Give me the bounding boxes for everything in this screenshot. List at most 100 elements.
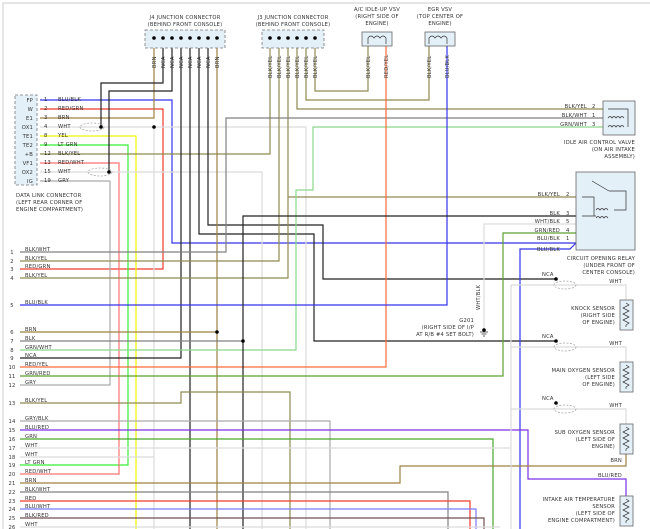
row-wire-label: RED xyxy=(25,496,36,502)
relay-pin-label: 5 xyxy=(566,219,570,225)
sensor-caption: OF ENGINE) xyxy=(582,382,615,388)
wire-blk-yel-ac xyxy=(314,46,369,92)
row-wire-label: GRN xyxy=(25,434,37,440)
wire-red-23 xyxy=(20,500,471,529)
dlc-wire-label: YEL xyxy=(57,133,68,139)
dlc-terminal-name: W xyxy=(28,107,33,113)
wire-yel xyxy=(40,135,137,529)
sensor-caption: ENGINE) xyxy=(592,444,615,450)
j4-location: (BEHIND FRONT CONSOLE) xyxy=(148,22,223,28)
row-wire-label: WHT xyxy=(25,443,38,449)
wires xyxy=(20,46,627,529)
splice-dot xyxy=(152,125,156,129)
row-number: 5 xyxy=(10,303,14,309)
dlc-wire-label: WHT xyxy=(58,169,71,175)
dlc-pin-number: 2 xyxy=(44,106,48,112)
vsv-pin-label: BLK/YEL xyxy=(427,56,433,78)
dlc-pin-number: 3 xyxy=(44,115,48,121)
iac-caption: ASSEMBLY) xyxy=(604,154,635,160)
vsv-pin-label: BLK/YEL xyxy=(366,56,372,78)
dlc-pin-number: 9 xyxy=(44,142,48,148)
sensor-caption: (LEFT SIDE OF xyxy=(576,437,615,443)
circuit-opening-relay xyxy=(575,171,636,251)
relay-pin-label: 2 xyxy=(566,192,570,198)
wire-nca-knock xyxy=(207,48,556,280)
splice-dot xyxy=(241,339,245,343)
row-number: 16 xyxy=(8,437,15,443)
relay-switch-icon xyxy=(582,180,627,219)
shield-icon xyxy=(553,342,577,352)
dlc-terminal-name: VF1 xyxy=(23,161,33,167)
wire-blk-wht-22 xyxy=(20,491,449,529)
row-number: 15 xyxy=(8,428,15,434)
row-wire-label: GRN/RED xyxy=(25,371,51,377)
row-number: 22 xyxy=(8,490,15,496)
row-wire-label: BLU/BLK xyxy=(25,300,48,306)
ground-caption: G201 xyxy=(459,318,474,324)
shield-icon xyxy=(553,280,577,290)
row-number: 1 xyxy=(10,250,14,256)
sensor-body xyxy=(619,423,634,455)
sensor-caption: SUB OXYGEN SENSOR xyxy=(555,430,616,436)
row-wire-label: BLK/RED xyxy=(25,513,49,519)
row-number: 23 xyxy=(8,499,15,505)
relay-wire-label: BLK xyxy=(550,211,561,217)
row-wire-label: BLK/YEL xyxy=(25,398,47,404)
iac-pin-label: 2 xyxy=(592,104,596,110)
ground-caption: AT R/B #4 SET BOLT) xyxy=(416,332,474,338)
splice-dot xyxy=(99,125,103,129)
ground-wire-label: WHT/BLK xyxy=(476,284,482,310)
j4-connector xyxy=(144,29,226,49)
row-number: 21 xyxy=(8,481,15,487)
relay-pin-label: 4 xyxy=(566,228,570,234)
iac-wire-label: BLK/WHT xyxy=(562,113,588,119)
row-number: 11 xyxy=(8,374,15,380)
j3-pin-label: BLK/YEL xyxy=(313,56,319,78)
egr-vsv-caption: (TOP CENTER OF xyxy=(417,14,463,20)
resistor-icon xyxy=(622,364,630,389)
iac-caption: IDLE AIR CONTROL VALVE xyxy=(564,140,635,146)
sensor-caption: SENSOR xyxy=(592,504,615,510)
resistor-icon xyxy=(622,302,630,327)
sensor-body xyxy=(619,361,634,393)
wire-nca-ox2 xyxy=(108,48,173,172)
row-number: 18 xyxy=(8,455,15,461)
data-link-connector xyxy=(14,94,38,186)
row-number: 8 xyxy=(10,348,14,354)
shield-icon xyxy=(87,167,113,177)
row-number: 12 xyxy=(8,383,15,389)
row-wire-label: BLK/YEL xyxy=(25,273,47,279)
j4-pin-label: NCA xyxy=(170,56,176,68)
ground-caption: (RIGHT SIDE OF I/P xyxy=(422,325,474,331)
wire-red-yel xyxy=(20,46,387,368)
wire-red-grn xyxy=(20,108,164,270)
row-number: 9 xyxy=(10,356,14,362)
wire-grn-wht xyxy=(20,126,603,351)
row-number: 10 xyxy=(8,365,15,371)
dlc-wire-label: GRY xyxy=(58,178,70,184)
sensor-caption: (LEFT SIDE xyxy=(585,375,615,381)
coil-icon xyxy=(607,108,629,128)
splice-dot xyxy=(215,36,219,40)
components xyxy=(14,29,636,527)
wire-gry xyxy=(20,180,111,386)
row-number: 20 xyxy=(8,472,15,478)
sensor-caption: ENGINE COMPARTMENT) xyxy=(548,518,615,524)
sensor-shield-label: NCA xyxy=(542,272,554,278)
wire-red-wht xyxy=(20,162,120,475)
j4-title: J4 JUNCTION CONNECTOR xyxy=(148,15,220,21)
wire-blk-yel-4 xyxy=(20,48,289,279)
sensor-wire-label: WHT xyxy=(609,403,622,409)
sensor-caption: (LEFT SIDE OF xyxy=(576,511,615,517)
relay-wire-label: GRN/RED xyxy=(534,228,560,234)
j3-pin-label: BLK/YEL xyxy=(268,56,274,78)
row-number: 14 xyxy=(8,419,16,425)
iac-wire-label: BLK/YEL xyxy=(565,104,587,110)
relay-caption: (UNDER FRONT OF xyxy=(583,263,635,269)
ac-vsv-caption: A/C IDLE-UP VSV xyxy=(354,7,400,13)
egr-vsv-box xyxy=(424,31,456,47)
wire-wht-sensor xyxy=(511,346,627,362)
splice-dot xyxy=(170,36,174,40)
sensor-caption: OF ENGINE) xyxy=(582,320,615,326)
